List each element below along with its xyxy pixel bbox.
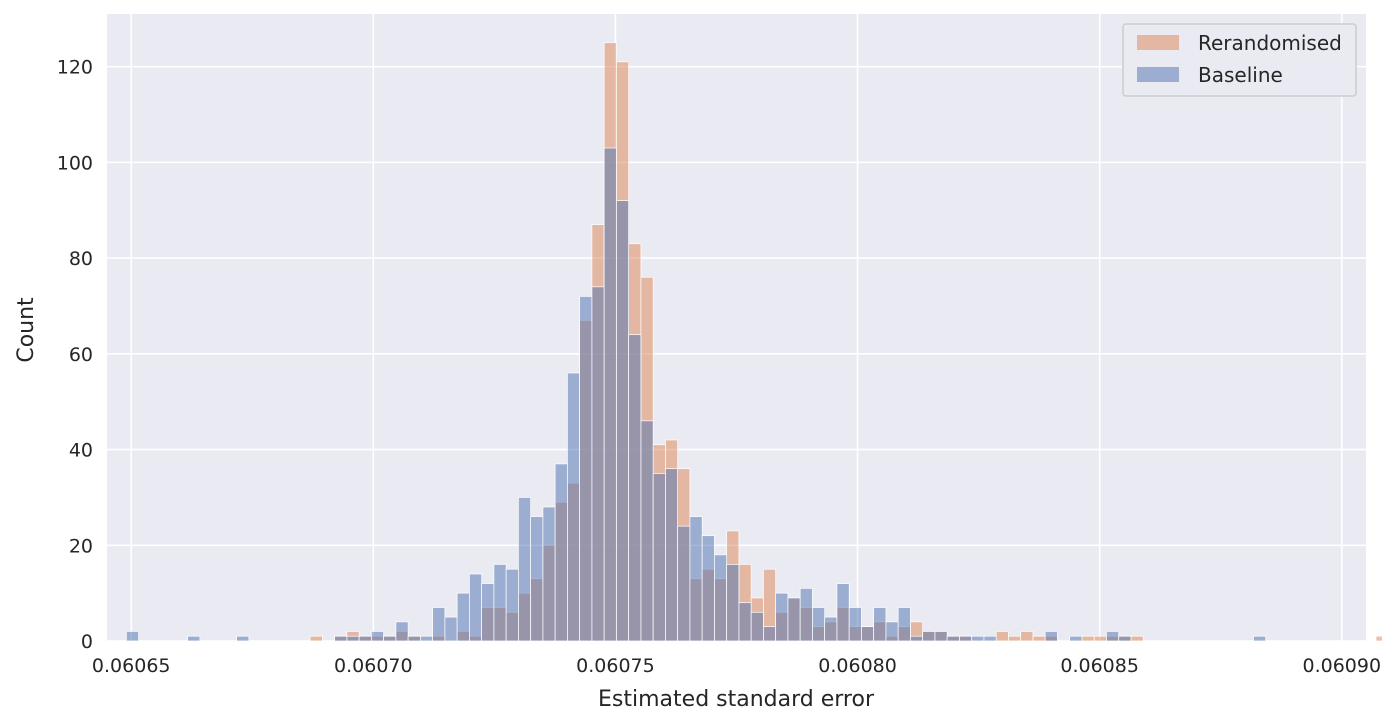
series-baseline-bars [126,147,1267,642]
histogram-bar [567,372,581,642]
histogram-bar [726,564,740,642]
histogram-bar [652,473,666,642]
histogram-bar [1106,631,1120,642]
histogram-bar [628,334,642,642]
histogram-bar [689,516,703,642]
y-tick-label: 20 [69,535,93,557]
histogram-bar [371,631,384,642]
histogram-bar [1032,635,1046,642]
x-tick-label: 0.06070 [334,655,413,677]
histogram-bar [505,568,519,642]
histogram-bar [1081,635,1095,642]
tick-labels: 0.06065 0.06070 0.06075 0.06080 0.06085 0.060… [57,57,1381,677]
histogram-bar [603,147,617,642]
x-tick-label: 0.06090 [1302,655,1381,677]
histogram-bar [701,535,715,642]
histogram-bar [1093,635,1107,642]
histogram-bar [738,602,752,642]
legend-box [1122,23,1357,97]
histogram-bar [346,635,360,642]
histogram-bar [946,635,960,642]
histogram-bar [542,506,556,642]
histogram-bar [591,286,605,642]
histogram-bar [824,616,838,642]
histogram-bar [444,616,458,642]
histogram-bar [971,635,985,642]
histogram-bar [910,635,924,642]
histogram-bar [897,607,911,642]
histogram-bar [469,573,482,642]
x-tick-label: 0.06075 [576,655,655,677]
y-tick-label: 40 [69,440,93,462]
histogram-bar [983,635,997,642]
histogram-bar [187,635,201,642]
histogram-bar [481,583,495,642]
histogram-bar [530,516,544,642]
histogram-bar [640,420,654,642]
histogram-bar [763,626,777,642]
histogram-bar [1375,635,1382,642]
x-axis-label: Estimated standard error [598,687,875,712]
legend-swatch-baseline [1137,67,1179,82]
histogram-bar [395,621,409,642]
histogram-bar [579,296,593,642]
y-axis-label: Count [14,297,39,363]
histogram-bar [775,592,789,642]
legend-swatch-rerandomised [1137,35,1179,50]
histogram-bar [714,554,728,642]
histogram-bar [873,607,887,642]
y-tick-label: 0 [81,631,93,653]
histogram-bar [750,611,764,642]
histogram-bar [1044,631,1058,642]
histogram-bar [1253,635,1267,642]
legend-label-rerandomised: Rerandomised [1198,31,1342,55]
histogram-bar [799,588,813,642]
histogram-bar [236,635,250,642]
histogram-bar [1118,635,1132,642]
histogram-bar [420,635,433,642]
histogram-bar [432,607,446,642]
histogram-bar [665,468,679,642]
histogram-bar [934,631,948,642]
histogram-bar [1130,635,1144,642]
histogram-bar [358,635,372,642]
histogram-bar [812,607,826,642]
histogram-bar [493,564,507,642]
x-tick-label: 0.06085 [1060,655,1139,677]
y-tick-label: 60 [69,344,93,366]
histogram-bar [787,597,801,642]
legend-label-baseline: Baseline [1198,63,1283,87]
y-tick-label: 120 [57,57,93,79]
legend: Rerandomised Baseline [1122,23,1357,97]
histogram-bar [995,631,1009,642]
histogram-bar [456,592,470,642]
histogram-bar [885,621,899,642]
histogram-bar [407,635,421,642]
histogram-bar [126,631,139,642]
histogram-bar [518,497,532,642]
histogram-bar [383,635,397,642]
x-tick-label: 0.06065 [92,655,171,677]
histogram-bar [554,463,568,642]
histogram-bar [1069,635,1083,642]
histogram-bar [1008,635,1022,642]
histogram-bar [836,583,850,642]
y-tick-label: 80 [69,248,93,270]
histogram-bar [616,200,630,642]
histogram-bar [334,635,348,642]
histogram-bar [848,607,862,642]
x-tick-label: 0.06080 [818,655,897,677]
histogram-bar [1020,631,1034,642]
histogram-bar [959,635,973,642]
histogram-bar [861,626,875,642]
histogram-bar [922,631,936,642]
histogram-bar [677,525,691,642]
histogram-bar [309,635,323,642]
y-tick-label: 100 [57,152,93,174]
